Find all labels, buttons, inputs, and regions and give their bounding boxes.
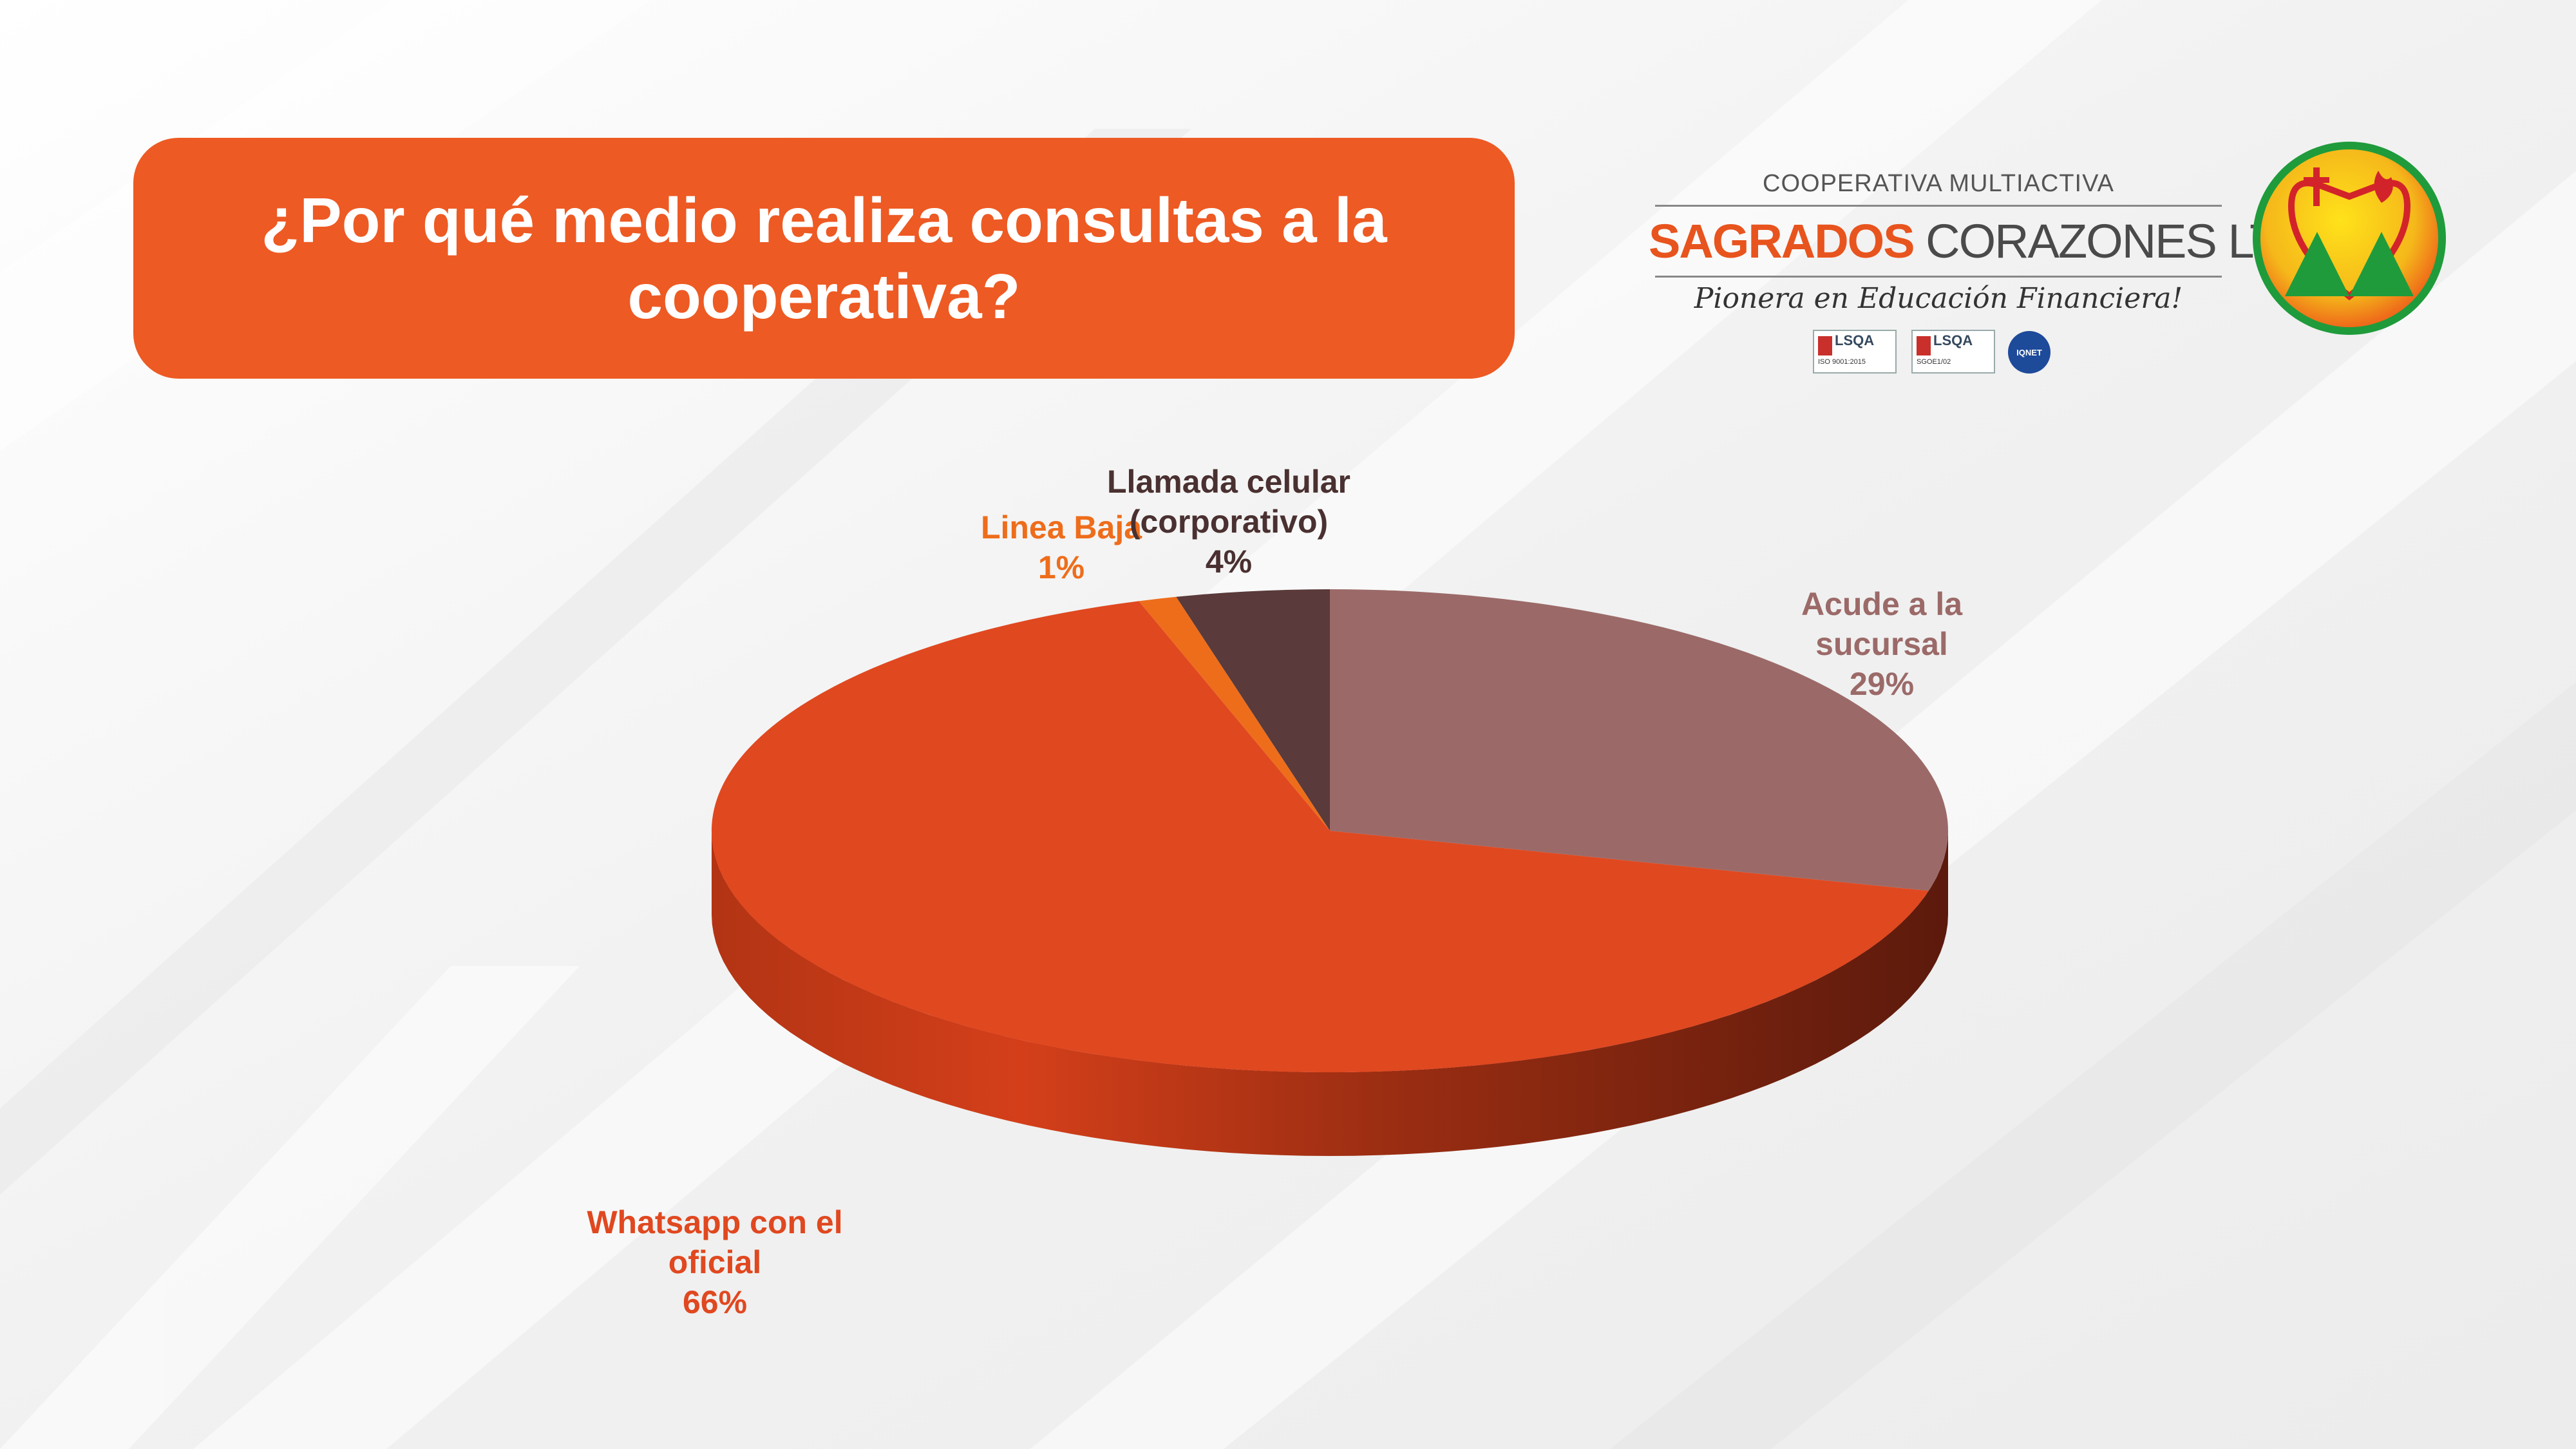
logo-kicker: COOPERATIVA MULTIACTIVA — [1763, 170, 2114, 197]
label-linea-baja-line: 1% — [1038, 549, 1084, 585]
label-whatsapp-line: oficial — [668, 1244, 761, 1280]
pie-slice-celular — [1176, 589, 1330, 831]
label-sucursal: Acude a la sucursal 29% — [1801, 586, 1963, 702]
logo-motto: Pionera en Educación Financiera! — [1694, 282, 2183, 315]
pie-slice-linea-baja — [1139, 596, 1330, 831]
lsqa-q-icon — [1818, 336, 1832, 355]
label-sucursal-line: 29% — [1850, 666, 1914, 702]
pie-slice-whatsapp — [711, 601, 1929, 1073]
label-whatsapp: Whatsapp con el oficial 66% — [587, 1204, 842, 1320]
logo-name-part1: SAGRADOS — [1649, 214, 1915, 268]
logo-divider — [1655, 205, 2222, 207]
pie-side-wall — [712, 831, 1948, 1156]
label-linea-baja: Linea Baja 1% — [981, 509, 1142, 585]
label-celular-line: Llamada celular — [1107, 464, 1350, 500]
cert-brand: LSQA — [1835, 332, 1875, 348]
lsqa-certificate-badge: LSQA SGOE1/02 — [1911, 330, 1995, 374]
label-sucursal-line: Acude a la — [1801, 586, 1963, 622]
lsqa-certificate-badge: LSQA ISO 9001:2015 — [1813, 330, 1897, 374]
logo-divider — [1655, 276, 2222, 278]
label-celular-line: (corporativo) — [1130, 504, 1328, 540]
label-celular: Llamada celular (corporativo) 4% — [1107, 464, 1350, 580]
chart-title: ¿Por qué medio realiza consultas a la co… — [261, 185, 1387, 332]
title-banner: ¿Por qué medio realiza consultas a la co… — [133, 138, 1515, 379]
cert-brand: LSQA — [1933, 332, 1973, 348]
pie-wall-whatsapp — [712, 831, 1948, 1156]
lsqa-q-icon — [1917, 336, 1931, 355]
cooperative-emblem-icon — [2253, 142, 2446, 335]
pie-top-face — [711, 589, 1948, 1073]
iqnet-badge: IQNET — [2008, 331, 2050, 374]
label-linea-baja-line: Linea Baja — [981, 509, 1142, 545]
label-celular-line: 4% — [1206, 544, 1252, 580]
label-whatsapp-line: 66% — [683, 1284, 747, 1320]
pie-slice-sucursal — [1330, 589, 1948, 891]
cert-code: ISO 9001:2015 — [1818, 358, 1866, 366]
label-sucursal-line: sucursal — [1815, 626, 1948, 662]
cooperative-logo: COOPERATIVA MULTIACTIVA SAGRADOS CORAZON… — [1649, 142, 2460, 393]
pie-labels: Acude a la sucursal 29% Whatsapp con el ofic… — [587, 464, 1963, 1320]
label-whatsapp-line: Whatsapp con el — [587, 1204, 842, 1240]
cert-code: SGOE1/02 — [1917, 358, 1951, 366]
